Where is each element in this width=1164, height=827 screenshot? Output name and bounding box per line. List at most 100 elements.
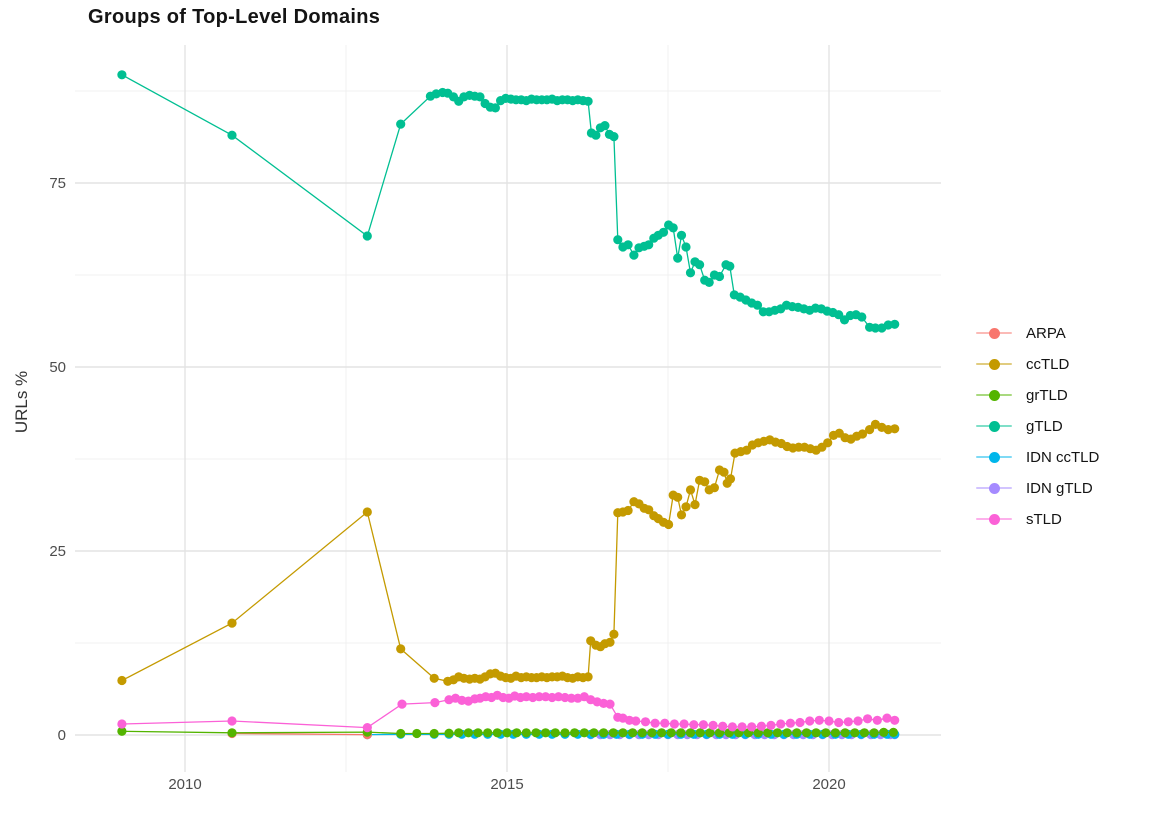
legend-label: ccTLD bbox=[1026, 355, 1070, 373]
data-point bbox=[690, 500, 700, 510]
legend: ARPA ccTLD grTLD gTLD IDN ccTLD IDN gTLD… bbox=[976, 322, 1099, 530]
data-point bbox=[541, 728, 551, 738]
data-point bbox=[609, 629, 619, 639]
data-point bbox=[629, 250, 639, 260]
series-cctld bbox=[117, 419, 900, 686]
data-point bbox=[776, 719, 786, 729]
data-point bbox=[560, 728, 570, 738]
data-point bbox=[685, 485, 696, 495]
data-point bbox=[668, 223, 678, 233]
data-point bbox=[566, 693, 577, 703]
data-point bbox=[664, 519, 674, 530]
data-point bbox=[227, 728, 237, 738]
data-point bbox=[454, 728, 464, 738]
data-point bbox=[805, 716, 815, 726]
data-point bbox=[227, 130, 237, 140]
y-axis-tick-label: 25 bbox=[49, 543, 66, 560]
data-point bbox=[521, 728, 531, 738]
data-point bbox=[397, 699, 407, 709]
gtld-swatch-icon bbox=[976, 415, 1012, 437]
data-point bbox=[640, 717, 651, 727]
data-point bbox=[857, 312, 867, 322]
data-point bbox=[362, 507, 372, 517]
data-point bbox=[890, 319, 900, 329]
data-point bbox=[583, 96, 593, 106]
data-point bbox=[785, 718, 796, 728]
data-point bbox=[890, 424, 900, 434]
data-point bbox=[605, 699, 615, 709]
data-point bbox=[644, 240, 654, 250]
data-point bbox=[463, 728, 473, 738]
series-line bbox=[121, 74, 895, 329]
data-point bbox=[444, 728, 454, 738]
data-point bbox=[681, 502, 691, 512]
legend-item-stld: sTLD bbox=[976, 508, 1099, 530]
legend-label: gTLD bbox=[1026, 417, 1063, 435]
y-axis-tick-label: 0 bbox=[58, 727, 66, 744]
data-point bbox=[718, 721, 728, 731]
minor-gridlines bbox=[75, 45, 941, 772]
data-point bbox=[679, 719, 689, 729]
data-point bbox=[763, 728, 773, 738]
legend-item-gtld: gTLD bbox=[976, 415, 1099, 437]
legend-item-idn-cctld: IDN ccTLD bbox=[976, 446, 1099, 468]
data-point bbox=[792, 728, 802, 738]
y-axis-tick-label: 75 bbox=[49, 175, 66, 192]
data-point bbox=[613, 235, 623, 245]
data-point bbox=[117, 719, 127, 729]
data-point bbox=[772, 728, 783, 738]
data-point bbox=[623, 505, 633, 516]
axis-tick-labels: 0 25 50 75 2010 2015 2020 bbox=[49, 175, 845, 793]
data-point bbox=[685, 268, 696, 278]
data-point bbox=[840, 728, 850, 738]
x-axis-tick-label: 2010 bbox=[168, 776, 201, 793]
legend-item-cctld: ccTLD bbox=[976, 353, 1099, 375]
data-point bbox=[362, 723, 372, 733]
data-point bbox=[727, 722, 738, 732]
series-line bbox=[231, 732, 368, 736]
data-point bbox=[782, 728, 792, 738]
data-point bbox=[473, 728, 483, 738]
data-point bbox=[550, 728, 560, 738]
series-gtld bbox=[117, 70, 900, 333]
data-point bbox=[570, 728, 580, 738]
legend-label: grTLD bbox=[1026, 386, 1068, 404]
data-point bbox=[512, 728, 522, 738]
data-point bbox=[747, 722, 757, 732]
data-point bbox=[117, 726, 127, 736]
data-point bbox=[117, 675, 127, 686]
data-point bbox=[700, 477, 710, 487]
data-point bbox=[725, 474, 736, 484]
legend-item-arpa: ARPA bbox=[976, 322, 1099, 344]
legend-label: sTLD bbox=[1026, 510, 1062, 528]
x-axis-tick-label: 2015 bbox=[490, 776, 523, 793]
chart-title: Groups of Top-Level Domains bbox=[88, 6, 381, 28]
data-point bbox=[676, 510, 687, 520]
data-point bbox=[830, 728, 841, 738]
data-point bbox=[429, 728, 439, 739]
data-point bbox=[853, 716, 863, 726]
data-point bbox=[658, 227, 669, 237]
data-point bbox=[685, 728, 696, 738]
data-point bbox=[666, 728, 676, 738]
data-point bbox=[483, 728, 493, 738]
data-point bbox=[531, 728, 541, 738]
data-point bbox=[689, 720, 699, 730]
data-point bbox=[396, 644, 406, 654]
legend-label: IDN ccTLD bbox=[1026, 448, 1100, 466]
data-point bbox=[673, 492, 683, 502]
data-point bbox=[814, 715, 824, 725]
data-point bbox=[609, 132, 619, 142]
y-axis-title: URLs % bbox=[12, 371, 31, 433]
data-point bbox=[888, 727, 899, 738]
data-point bbox=[579, 728, 589, 738]
data-point bbox=[705, 728, 715, 738]
idn-cctld-swatch-icon bbox=[976, 446, 1012, 468]
data-point bbox=[859, 728, 870, 738]
data-point bbox=[650, 718, 660, 728]
data-point bbox=[475, 92, 485, 102]
data-point bbox=[117, 70, 127, 80]
data-point bbox=[227, 716, 237, 726]
data-point bbox=[490, 103, 500, 113]
